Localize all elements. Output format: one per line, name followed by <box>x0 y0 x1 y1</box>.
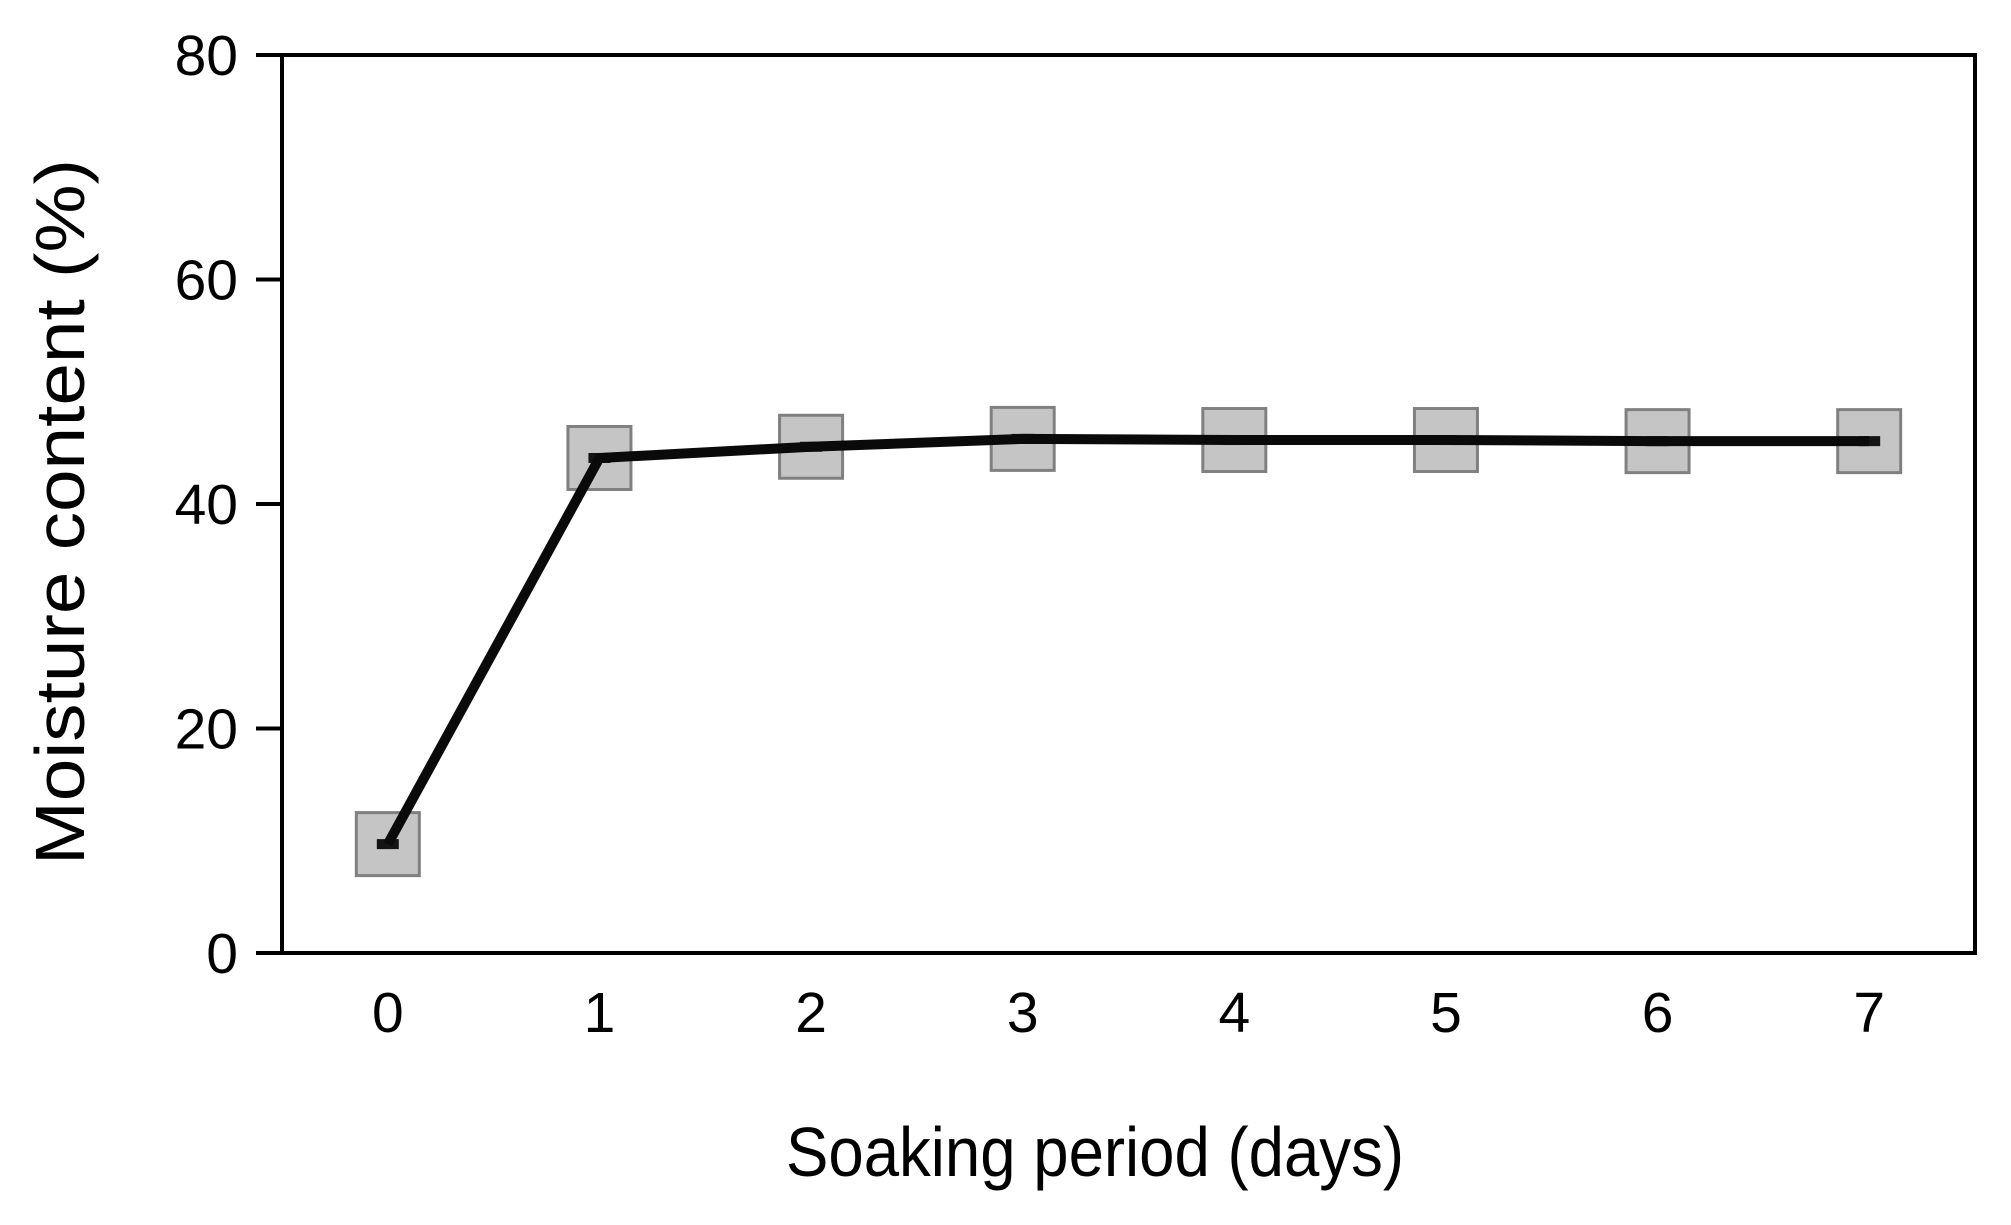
x-axis-title: Soaking period (days) <box>786 1113 1404 1191</box>
x-axis-tick-labels: 0 1 2 3 4 5 6 7 <box>372 981 1885 1045</box>
data-series-line <box>383 433 1870 847</box>
x-tick-label: 7 <box>1853 981 1885 1045</box>
data-point-center-dashes <box>376 433 1881 850</box>
y-axis-title: Moisture content (%) <box>21 159 99 865</box>
moisture-series-line <box>383 433 1870 847</box>
y-axis-ticks <box>256 53 282 955</box>
x-tick-label: 2 <box>795 981 827 1045</box>
x-tick-label: 1 <box>584 981 616 1045</box>
y-tick-label: 60 <box>175 249 238 313</box>
x-tick-label: 0 <box>372 981 404 1045</box>
x-tick-label: 4 <box>1218 981 1250 1045</box>
x-tick-label: 3 <box>1007 981 1039 1045</box>
y-tick-label: 0 <box>206 922 238 986</box>
x-tick-label: 6 <box>1642 981 1674 1045</box>
plot-area-frame <box>280 53 1977 955</box>
y-tick-label: 20 <box>175 698 238 762</box>
y-axis-tick-labels: 0 20 40 60 80 <box>175 24 238 986</box>
y-tick-label: 80 <box>175 24 238 88</box>
y-tick-label: 40 <box>175 473 238 537</box>
x-tick-label: 5 <box>1430 981 1462 1045</box>
